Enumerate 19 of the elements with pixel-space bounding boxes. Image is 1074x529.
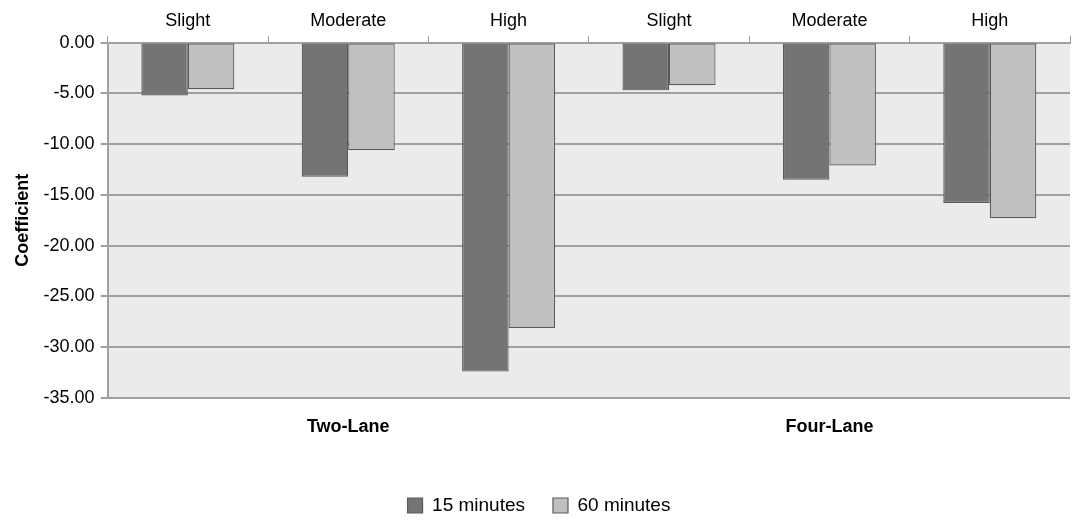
x-tick-label: Moderate [791,9,868,30]
legend-label: 15 minutes [432,493,526,515]
x-tick-label: Slight [165,9,211,30]
y-tick-label: -10.00 [43,133,95,154]
x-tick-label: Slight [646,9,692,30]
y-tick-label: -5.00 [53,82,95,103]
x-tick-label: Moderate [310,9,387,30]
legend-label: 60 minutes [577,493,671,515]
y-tick-label: -35.00 [43,386,95,407]
text: Four-Lane [785,415,874,436]
x-tick-label: High [971,9,1009,30]
y-axis-title: Coefficient [11,173,32,267]
x-tick-label: High [490,9,528,30]
y-tick-label: -30.00 [43,336,95,357]
y-tick-label: -20.00 [43,234,95,255]
y-tick-label: 0.00 [59,31,95,52]
text: Two-Lane [306,415,390,436]
y-tick-label: -25.00 [43,285,95,306]
y-tick-label: -15.00 [43,183,95,204]
